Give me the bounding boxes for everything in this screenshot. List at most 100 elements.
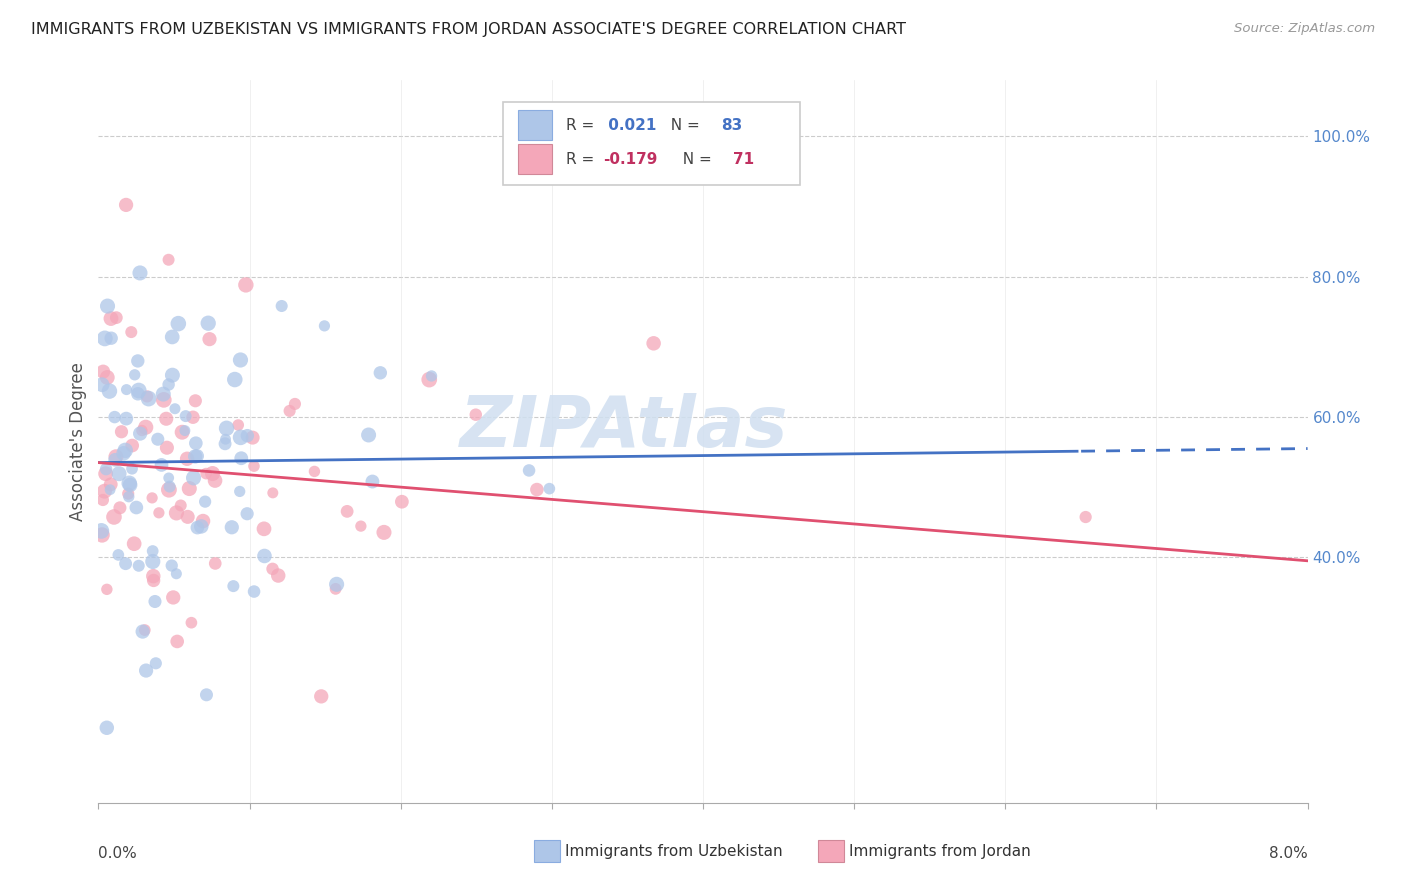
Point (141, 491, 163, 505)
Point (224, 372, 246, 386)
Point (120, 478, 142, 492)
Point (242, 431, 264, 445)
Point (167, 317, 190, 331)
Point (108, 467, 131, 481)
Point (129, 266, 152, 280)
Point (145, 657, 167, 671)
Point (214, 437, 236, 451)
Text: 8.0%: 8.0% (1268, 847, 1308, 861)
Point (142, 569, 165, 583)
Point (121, 461, 143, 475)
Point (325, 582, 347, 596)
Point (361, 475, 384, 489)
Point (229, 353, 252, 368)
Point (135, 664, 157, 678)
Point (96, 370, 118, 384)
Point (128, 384, 150, 398)
Point (162, 368, 184, 383)
Point (229, 430, 252, 444)
Point (127, 386, 149, 401)
Point (235, 277, 257, 292)
Point (231, 451, 253, 466)
Point (464, 408, 486, 422)
Text: Source: ZipAtlas.com: Source: ZipAtlas.com (1234, 22, 1375, 36)
FancyBboxPatch shape (503, 102, 800, 185)
Point (373, 525, 395, 540)
FancyBboxPatch shape (534, 840, 561, 862)
Point (243, 459, 266, 474)
Point (157, 252, 180, 267)
Point (236, 507, 259, 521)
Point (157, 471, 180, 485)
Text: IMMIGRANTS FROM UZBEKISTAN VS IMMIGRANTS FROM JORDAN ASSOCIATE'S DEGREE CORRELAT: IMMIGRANTS FROM UZBEKISTAN VS IMMIGRANTS… (31, 22, 905, 37)
Point (160, 558, 183, 573)
Point (146, 432, 169, 446)
Y-axis label: Associate's Degree: Associate's Degree (69, 362, 87, 521)
Point (304, 465, 326, 479)
Point (228, 484, 250, 499)
Point (350, 519, 373, 533)
Point (96, 299, 118, 313)
Point (100, 477, 122, 491)
Point (134, 623, 156, 637)
Point (157, 483, 180, 497)
Point (418, 373, 440, 387)
Point (136, 389, 159, 403)
Point (186, 449, 208, 463)
Point (284, 397, 307, 411)
Point (129, 426, 152, 441)
Point (184, 450, 207, 464)
Text: N =: N = (661, 118, 704, 133)
Point (176, 509, 198, 524)
Point (278, 404, 301, 418)
Point (174, 409, 197, 424)
Point (104, 452, 127, 467)
Point (197, 316, 219, 330)
Point (94, 331, 117, 345)
Point (222, 579, 245, 593)
Point (184, 393, 207, 408)
Point (94, 467, 117, 481)
Text: -0.179: -0.179 (603, 152, 657, 167)
Point (643, 336, 665, 351)
Point (309, 690, 332, 704)
Point (127, 354, 149, 368)
Point (114, 557, 136, 571)
FancyBboxPatch shape (517, 110, 553, 140)
Point (118, 490, 141, 504)
Point (253, 522, 276, 536)
Point (90, 524, 112, 538)
Point (204, 557, 226, 571)
Point (190, 519, 212, 533)
Point (195, 467, 218, 481)
Point (131, 424, 153, 438)
Point (198, 332, 221, 346)
Text: 0.021: 0.021 (603, 118, 657, 133)
Point (121, 438, 143, 452)
Point (112, 446, 135, 460)
Point (262, 486, 284, 500)
FancyBboxPatch shape (818, 840, 845, 862)
Text: R =: R = (567, 118, 599, 133)
Point (138, 392, 160, 406)
Point (150, 458, 173, 472)
Point (98, 384, 121, 398)
Point (517, 463, 540, 477)
Point (117, 486, 139, 500)
Point (214, 432, 236, 446)
Point (157, 377, 180, 392)
Point (183, 471, 205, 485)
Point (173, 424, 195, 438)
Point (94, 462, 117, 476)
Point (243, 584, 266, 599)
Point (195, 688, 218, 702)
Point (156, 441, 179, 455)
Point (131, 624, 153, 639)
Point (152, 387, 174, 401)
Point (236, 428, 259, 442)
Point (267, 568, 290, 582)
Point (215, 421, 238, 435)
Point (143, 594, 166, 608)
Point (125, 500, 148, 515)
Point (159, 479, 181, 493)
